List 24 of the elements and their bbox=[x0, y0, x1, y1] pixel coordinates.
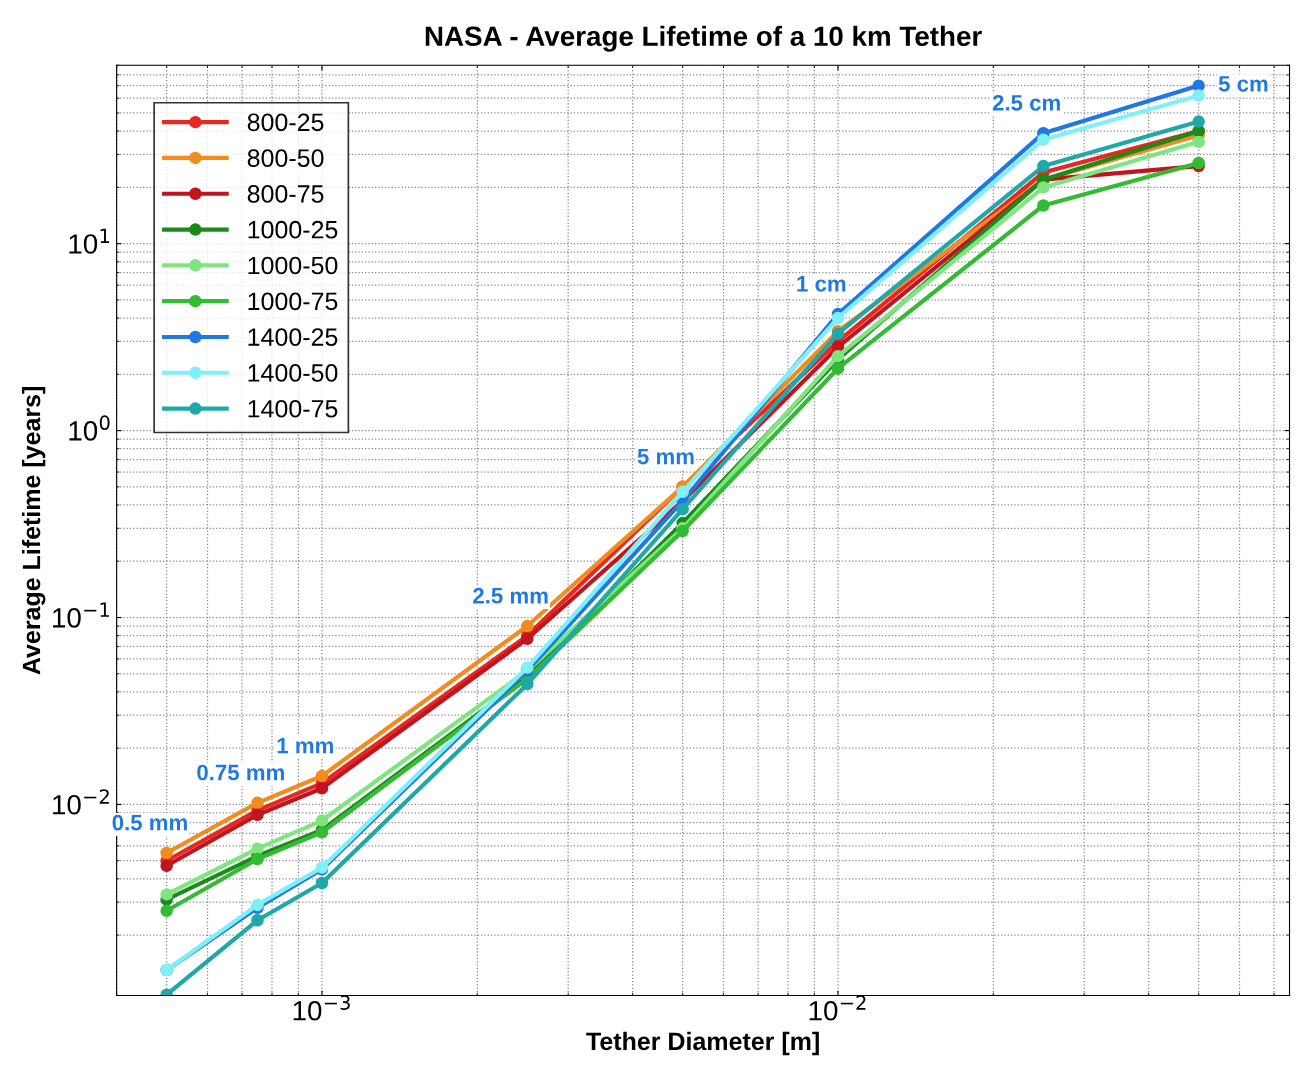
chart-title: NASA - Average Lifetime of a 10 km Tether bbox=[425, 25, 982, 52]
annotation: 1 cm bbox=[797, 276, 846, 292]
legend-label: 1000-50 bbox=[248, 256, 338, 275]
x-axis-title: Tether Diameter [m] bbox=[586, 1031, 819, 1056]
annotation: 2.5 cm bbox=[992, 94, 1060, 111]
legend-label: 1400-50 bbox=[248, 364, 338, 382]
y-tick-label: 10$^{−1}$ bbox=[53, 602, 109, 628]
legend-label: 1000-25 bbox=[248, 220, 338, 239]
legend-label: 800-75 bbox=[247, 185, 324, 203]
annotation: 1 mm bbox=[277, 738, 333, 754]
legend-label: 1000-75 bbox=[248, 292, 338, 311]
annotation: 0.5 mm bbox=[112, 814, 187, 831]
y-tick-label: 10$^{1}$ bbox=[69, 228, 110, 254]
y-tick-label: 10$^{0}$ bbox=[69, 415, 110, 441]
y-tick-label: 10$^{−2}$ bbox=[53, 789, 109, 815]
annotation: 5 mm bbox=[637, 448, 694, 465]
annotation: 5 cm bbox=[1218, 76, 1268, 92]
legend-label: 1400-25 bbox=[248, 328, 338, 346]
annotation: 0.75 mm bbox=[197, 764, 284, 781]
y-axis-title: Average Lifetime [years] bbox=[21, 387, 46, 675]
legend-label: 800-50 bbox=[247, 149, 324, 167]
legend-label: 800-25 bbox=[247, 113, 324, 132]
legend-label: 1400-75 bbox=[248, 399, 338, 418]
annotation: 2.5 mm bbox=[473, 587, 548, 604]
